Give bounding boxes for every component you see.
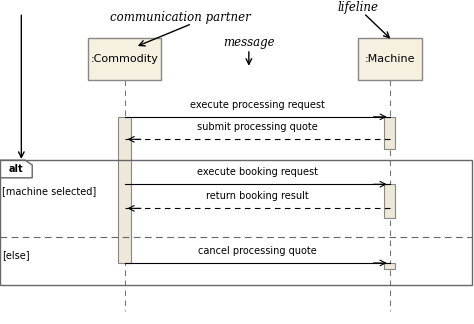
Text: [else]: [else] [2, 250, 30, 260]
Text: return booking result: return booking result [206, 191, 309, 201]
Bar [384, 117, 395, 149]
Text: :Commodity: :Commodity [91, 54, 158, 64]
Text: message: message [223, 36, 274, 50]
Text: execute processing request: execute processing request [190, 100, 325, 110]
Text: :Machine: :Machine [365, 54, 415, 64]
Bar [0, 160, 472, 285]
Text: lifeline: lifeline [337, 1, 378, 14]
Text: communication partner: communication partner [110, 11, 250, 24]
Bar [384, 263, 395, 269]
Bar [88, 38, 161, 80]
Bar [384, 184, 395, 218]
Text: execute booking request: execute booking request [197, 167, 318, 177]
Text: submit processing quote: submit processing quote [197, 122, 318, 132]
Bar [118, 117, 131, 263]
Text: cancel processing quote: cancel processing quote [198, 246, 317, 256]
Text: [machine selected]: [machine selected] [2, 186, 97, 196]
Text: alt: alt [9, 164, 23, 174]
Bar [358, 38, 422, 80]
